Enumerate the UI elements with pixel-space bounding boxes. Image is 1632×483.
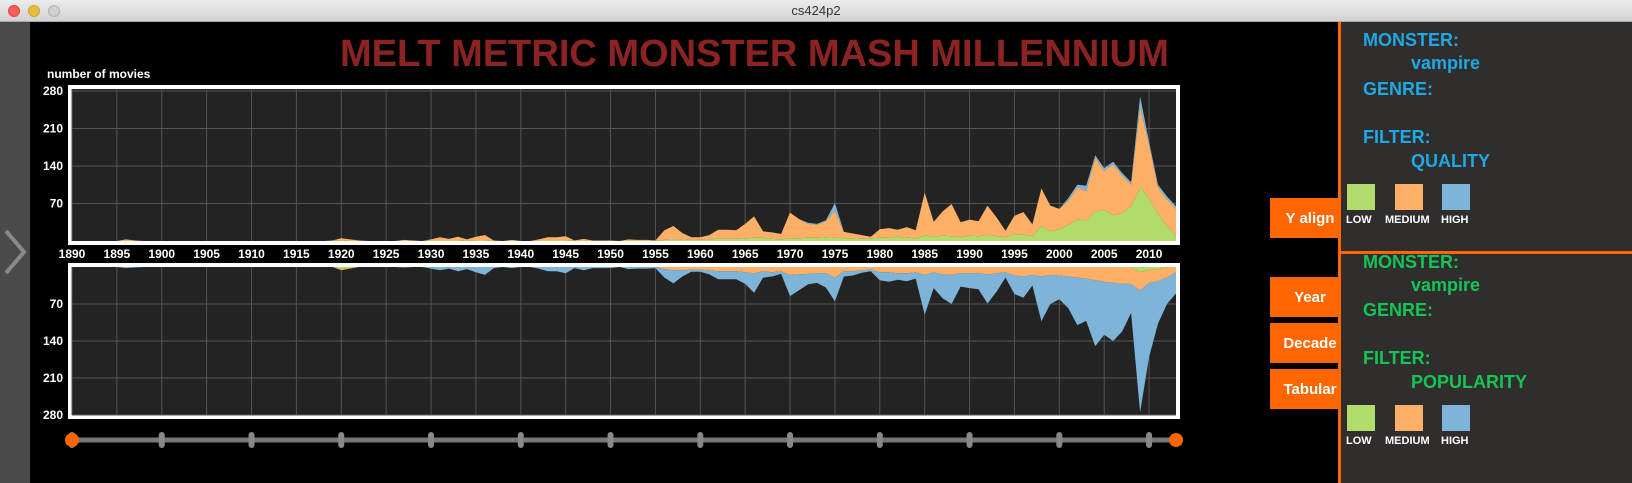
top-chart-frame [68,85,1180,245]
bottom-legend-medium-swatch [1395,405,1423,431]
x-tick-label: 1950 [597,247,624,261]
slider-tick [158,432,165,448]
top-monster-label: MONSTER: [1363,30,1459,50]
slider-tick [428,432,435,448]
x-tick-label: 1990 [956,247,983,261]
bottom-legend-low-swatch [1347,405,1375,431]
slider-tick [1146,432,1153,448]
app-title: MELT METRIC MONSTER MASH MILLENNIUM [340,33,1169,75]
x-tick-label: 1930 [418,247,445,261]
minimize-window-icon[interactable] [28,5,40,17]
top-legend-low-swatch [1347,184,1375,210]
x-tick-label: 1940 [507,247,534,261]
bottom-monster-label: MONSTER: [1363,252,1459,272]
top-filter-label: FILTER: [1363,127,1431,147]
x-tick-label: 1890 [59,247,86,261]
bottom-monster-value: vampire [1411,275,1481,295]
slider-tick [966,432,973,448]
x-tick-label: 1975 [822,247,849,261]
bottom-legend-high-label: HIGH [1441,435,1469,447]
bottom-filter-value: POPULARITY [1411,372,1528,392]
x-tick-label: 1905 [193,247,220,261]
slider-tick [248,432,255,448]
bottom-legend-medium-label: MEDIUM [1385,435,1430,447]
x-axis-tick-labels: 1890 1895 1900 1905 1910 1915 1920 1925 1930 1935… [59,247,1163,261]
x-tick-label: 1995 [1001,247,1028,261]
slider-tick [338,432,345,448]
main-visualization: MELT METRIC MONSTER MASH MILLENNIUM numb… [30,22,1350,483]
y-align-button[interactable]: Y align [1270,198,1350,238]
year-range-slider[interactable] [65,432,1183,448]
top-legend-high-swatch [1442,184,1470,210]
x-tick-label: 1900 [148,247,175,261]
slider-handle-end[interactable] [1169,433,1183,447]
top-genre-label: GENRE: [1363,79,1434,99]
top-legend-medium-label: MEDIUM [1385,214,1430,226]
area-low [72,267,1176,273]
y-tick-label: 210 [43,122,63,136]
y-tick-label: 210 [43,371,63,385]
y-tick-label: 70 [50,197,64,211]
slider-tick [787,432,794,448]
bottom-chart-areas [72,267,1176,413]
slider-tick [876,432,883,448]
slider-tick [607,432,614,448]
y-tick-label: 140 [43,159,63,173]
panel-divider [1341,251,1632,254]
x-tick-label: 1965 [732,247,759,261]
x-tick-label: 2005 [1091,247,1118,261]
top-chart-y-ticks: 280 210 140 70 [43,84,63,211]
area-medium [72,267,1176,291]
x-tick-label: 2000 [1046,247,1073,261]
x-tick-label: 1920 [328,247,355,261]
x-tick-label: 1945 [552,247,579,261]
info-panel: MONSTER: vampire GENRE: FILTER: QUALITY … [1338,22,1632,483]
close-window-icon[interactable] [8,5,20,17]
year-button[interactable]: Year [1270,277,1350,317]
x-tick-label: 1955 [642,247,669,261]
stream-charts: MELT METRIC MONSTER MASH MILLENNIUM numb… [43,33,1183,448]
decade-button[interactable]: Decade [1270,323,1350,363]
slider-handle-start[interactable] [65,433,79,447]
top-chart-grid [71,89,1176,241]
x-tick-label: 1910 [238,247,265,261]
tabular-button[interactable]: Tabular [1270,369,1350,409]
top-chart-areas [72,96,1176,242]
x-tick-label: 1935 [463,247,490,261]
window-title: cs424p2 [791,3,841,18]
top-legend-low-label: LOW [1346,214,1372,226]
top-filter-value: QUALITY [1411,151,1490,171]
x-tick-label: 1980 [866,247,893,261]
bottom-legend-low-label: LOW [1346,435,1372,447]
bottom-legend-high-swatch [1442,405,1470,431]
area-high [72,267,1176,413]
x-tick-label: 1960 [687,247,714,261]
x-tick-label: 2010 [1136,247,1163,261]
chevron-right-icon[interactable] [2,227,28,277]
bottom-genre-label: GENRE: [1363,300,1434,320]
bottom-filter-label: FILTER: [1363,348,1431,368]
slider-tick [517,432,524,448]
bottom-chart-grid [71,267,1176,416]
y-tick-label: 280 [43,84,63,98]
left-sidebar-toggle[interactable] [0,22,30,483]
x-tick-label: 1985 [911,247,938,261]
area-low [72,187,1176,241]
top-monster-value: vampire [1411,53,1481,73]
x-tick-label: 1925 [373,247,400,261]
y-tick-label: 70 [50,297,64,311]
bottom-chart-y-ticks: 70 140 210 280 [43,297,63,422]
slider-tick [697,432,704,448]
y-axis-label: number of movies [47,67,151,81]
y-tick-label: 140 [43,334,63,348]
top-legend-high-label: HIGH [1441,214,1469,226]
y-tick-label: 280 [43,408,63,422]
window-titlebar: cs424p2 [0,0,1632,22]
x-tick-label: 1895 [104,247,131,261]
x-tick-label: 1970 [777,247,804,261]
top-legend-medium-swatch [1395,184,1423,210]
slider-tick [1056,432,1063,448]
x-tick-label: 1915 [283,247,310,261]
zoom-window-icon[interactable] [48,5,60,17]
